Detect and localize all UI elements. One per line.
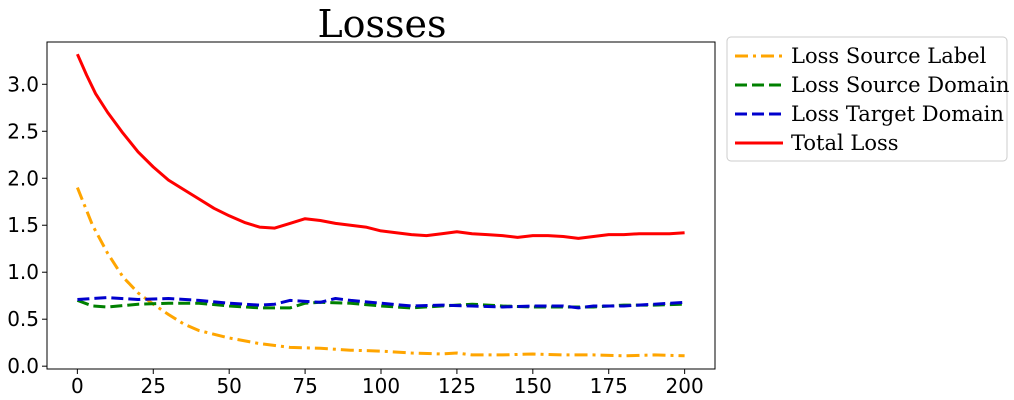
x-tick-label: 75 [292, 374, 317, 398]
legend-label: Total Loss [791, 131, 899, 155]
y-axis: 0.0 0.5 1.0 1.5 2.0 2.5 3.0 [7, 72, 47, 378]
chart-title: Losses [317, 2, 446, 46]
x-tick-label: 25 [141, 374, 166, 398]
y-tick-label: 2.5 [7, 119, 39, 143]
series-line-4 [76, 53, 685, 240]
y-tick-label: 3.0 [7, 72, 39, 96]
plot-lines [76, 53, 685, 358]
series-line-3 [77, 296, 685, 310]
x-tick-label: 50 [216, 374, 241, 398]
x-tick-label: 200 [666, 374, 704, 398]
series-line-1 [76, 187, 685, 358]
x-tick-label: 0 [71, 374, 84, 398]
y-tick-label: 1.0 [7, 260, 39, 284]
legend-label: Loss Source Label [791, 44, 987, 68]
x-axis: 0 25 50 75 100 125 150 175 200 [71, 369, 704, 398]
y-tick-label: 0.0 [7, 354, 39, 378]
legend: Loss Source Label Loss Source Domain Loss … [726, 36, 1009, 162]
legend-label: Loss Source Domain [791, 73, 1009, 97]
x-tick-label: 100 [362, 374, 400, 398]
legend-box [726, 36, 1008, 162]
x-tick-label: 175 [590, 374, 628, 398]
x-tick-label: 150 [514, 374, 552, 398]
x-tick-label: 125 [438, 374, 476, 398]
y-tick-label: 1.5 [7, 213, 39, 237]
y-tick-label: 2.0 [7, 166, 39, 190]
legend-label: Loss Target Domain [791, 102, 1004, 126]
y-tick-label: 0.5 [7, 307, 39, 331]
